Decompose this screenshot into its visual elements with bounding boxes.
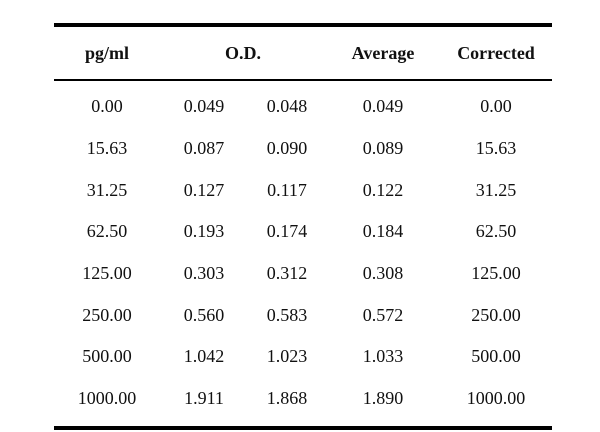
cell-od-1: 1.911 xyxy=(184,388,224,409)
cell-od-2: 1.868 xyxy=(266,388,308,409)
cell-average: 0.089 xyxy=(362,138,404,159)
header-concentration: pg/ml xyxy=(84,42,129,63)
cell-average: 1.033 xyxy=(362,346,404,367)
cell-od-2: 0.583 xyxy=(266,304,308,325)
cell-od-2: 0.117 xyxy=(267,179,307,200)
standard-curve-table: pg/ml O.D. Average Corrected 0.00 0.049 0.… xyxy=(54,23,552,430)
bottom-rule xyxy=(54,425,552,430)
table-row: 250.00 0.560 0.583 0.572 250.00 xyxy=(54,294,552,336)
cell-od-2: 0.048 xyxy=(266,96,308,117)
cell-average: 0.308 xyxy=(362,263,404,284)
cell-concentration: 500.00 xyxy=(82,346,132,367)
header-od: O.D. xyxy=(225,42,261,63)
data-body: 0.00 0.049 0.048 0.049 0.00 15.63 0.087 0.090 0.… xyxy=(54,86,552,420)
header-row: pg/ml O.D. Average Corrected xyxy=(54,27,552,79)
cell-average: 0.184 xyxy=(362,221,404,242)
header-rule xyxy=(54,79,552,81)
cell-corrected: 0.00 xyxy=(480,96,512,117)
top-rule xyxy=(54,23,552,27)
data-table: pg/ml O.D. Average Corrected xyxy=(54,27,552,79)
cell-average: 0.572 xyxy=(362,304,404,325)
cell-corrected: 15.63 xyxy=(475,138,517,159)
cell-od-1: 0.303 xyxy=(183,263,225,284)
cell-corrected: 125.00 xyxy=(471,263,521,284)
cell-average: 0.049 xyxy=(362,96,404,117)
cell-corrected: 31.25 xyxy=(475,179,517,200)
header-corrected: Corrected xyxy=(457,42,535,63)
cell-od-1: 0.049 xyxy=(183,96,225,117)
table-row: 500.00 1.042 1.023 1.033 500.00 xyxy=(54,336,552,378)
cell-od-2: 1.023 xyxy=(266,346,308,367)
cell-od-1: 0.560 xyxy=(183,304,225,325)
cell-corrected: 1000.00 xyxy=(466,388,526,409)
cell-concentration: 31.25 xyxy=(86,179,128,200)
cell-average: 1.890 xyxy=(362,388,404,409)
cell-od-1: 0.127 xyxy=(183,179,225,200)
cell-concentration: 62.50 xyxy=(86,221,128,242)
cell-average: 0.122 xyxy=(362,179,404,200)
table-row: 125.00 0.303 0.312 0.308 125.00 xyxy=(54,253,552,295)
cell-corrected: 500.00 xyxy=(471,346,521,367)
cell-od-1: 0.193 xyxy=(183,221,225,242)
header-average: Average xyxy=(351,42,415,63)
cell-concentration: 250.00 xyxy=(82,304,132,325)
cell-corrected: 62.50 xyxy=(475,221,517,242)
cell-od-1: 1.042 xyxy=(183,346,225,367)
table-row: 0.00 0.049 0.048 0.049 0.00 xyxy=(54,86,552,128)
cell-concentration: 0.00 xyxy=(91,96,123,117)
cell-od-2: 0.174 xyxy=(266,221,308,242)
table-row: 1000.00 1.911 1.868 1.890 1000.00 xyxy=(54,378,552,420)
cell-concentration: 125.00 xyxy=(82,263,132,284)
cell-corrected: 250.00 xyxy=(471,304,521,325)
cell-od-2: 0.090 xyxy=(266,138,308,159)
cell-od-2: 0.312 xyxy=(266,263,308,284)
table-row: 15.63 0.087 0.090 0.089 15.63 xyxy=(54,128,552,170)
cell-concentration: 15.63 xyxy=(86,138,128,159)
cell-concentration: 1000.00 xyxy=(77,388,137,409)
table-row: 31.25 0.127 0.117 0.122 31.25 xyxy=(54,169,552,211)
table-row: 62.50 0.193 0.174 0.184 62.50 xyxy=(54,211,552,253)
cell-od-1: 0.087 xyxy=(183,138,225,159)
